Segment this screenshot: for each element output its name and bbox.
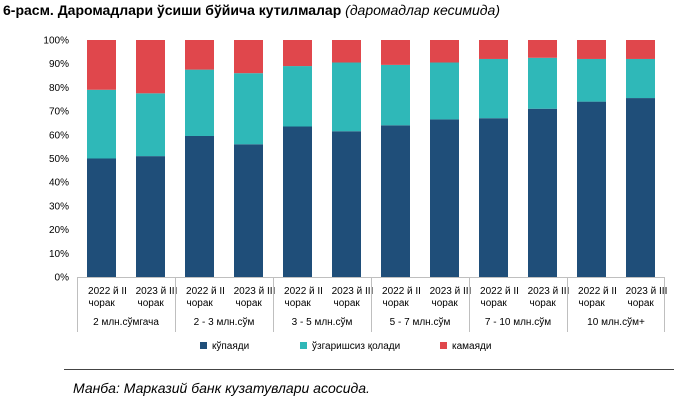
x-tick-label-quarter: чорак xyxy=(236,298,263,309)
y-tick-label: 60% xyxy=(49,130,69,141)
bar-segment-decrease xyxy=(136,40,165,94)
y-tick-label: 10% xyxy=(49,249,69,260)
x-tick-label-period: 2022 й II xyxy=(578,286,617,297)
legend-swatch xyxy=(300,342,307,349)
x-group-label: 7 - 10 млн.сўм xyxy=(485,316,551,328)
bar-segment-increase xyxy=(479,118,508,278)
bar-segment-unchanged xyxy=(234,73,263,145)
x-tick-label-period: 2023 й III xyxy=(332,286,374,297)
x-tick-label-period: 2022 й II xyxy=(382,286,421,297)
bar-segment-increase xyxy=(626,98,655,277)
y-tick-label: 70% xyxy=(49,107,69,118)
x-tick-label-quarter: чорак xyxy=(432,298,459,309)
bar-segment-decrease xyxy=(430,40,459,63)
bar-segment-increase xyxy=(381,125,410,277)
x-group-label: 10 млн.сўм+ xyxy=(587,316,645,328)
bar-segment-decrease xyxy=(87,40,116,90)
bar-segment-unchanged xyxy=(577,58,606,102)
y-tick-label: 20% xyxy=(49,225,69,236)
x-group-label: 2 млн.сўмгача xyxy=(93,316,159,328)
bar-segment-decrease xyxy=(626,40,655,59)
bar-segment-decrease xyxy=(381,40,410,65)
x-group-label: 5 - 7 млн.сўм xyxy=(390,316,451,328)
bar-segment-increase xyxy=(528,108,557,277)
x-tick-label-quarter: чорак xyxy=(628,298,655,309)
x-tick-label-quarter: чорак xyxy=(187,298,214,309)
bar-segment-unchanged xyxy=(332,62,361,132)
bar-segment-increase xyxy=(87,158,116,277)
bar-segment-unchanged xyxy=(87,89,116,159)
x-tick-label-period: 2023 й III xyxy=(626,286,668,297)
x-tick-label-period: 2022 й II xyxy=(480,286,519,297)
bar-segment-unchanged xyxy=(430,62,459,120)
y-tick-label: 90% xyxy=(49,59,69,70)
x-tick-label-period: 2023 й III xyxy=(528,286,570,297)
bar-segment-increase xyxy=(136,156,165,277)
x-group-label: 2 - 3 млн.сўм xyxy=(194,316,255,328)
y-tick-label: 100% xyxy=(43,36,69,47)
x-tick-label-quarter: чорак xyxy=(530,298,557,309)
bar-segment-decrease xyxy=(479,40,508,59)
x-tick-label-period: 2023 й III xyxy=(136,286,178,297)
bar-segment-unchanged xyxy=(136,93,165,157)
x-tick-label-period: 2023 й III xyxy=(430,286,472,297)
bar-segment-unchanged xyxy=(479,58,508,119)
bar-segment-decrease xyxy=(577,40,606,59)
bar-segment-increase xyxy=(185,135,214,277)
bar-segment-unchanged xyxy=(185,69,214,136)
chart-title: 6-расм. Даромадлари ўсиши бўйича кутилма… xyxy=(3,2,500,18)
stacked-bar-chart: 0% 10% 20% 30% 40% 50% 60% 70% 80% 90% 100% 2022 й … xyxy=(43,36,668,353)
x-tick-label-quarter: чорак xyxy=(138,298,165,309)
title-subtitle: (даромадлар кесимида) xyxy=(345,2,500,18)
bar-segment-unchanged xyxy=(528,57,557,109)
source-note: Манба: Марказий банк кузатувлари асосида… xyxy=(73,380,370,396)
title-main: 6-расм. Даромадлари ўсиши бўйича кутилма… xyxy=(3,2,342,18)
bar-segment-decrease xyxy=(528,40,557,58)
y-tick-label: 50% xyxy=(49,154,69,165)
x-tick-label-quarter: чорак xyxy=(579,298,606,309)
y-tick-label: 40% xyxy=(49,178,69,189)
bar-segment-decrease xyxy=(234,40,263,74)
bar-segment-increase xyxy=(283,126,312,277)
legend-swatch xyxy=(440,342,447,349)
bar-segment-unchanged xyxy=(381,64,410,126)
legend-label: кўпаяди xyxy=(212,340,249,352)
x-tick-label-quarter: чорак xyxy=(89,298,116,309)
x-tick-label-period: 2022 й II xyxy=(284,286,323,297)
footer-divider xyxy=(64,369,674,370)
bar-segment-increase xyxy=(430,119,459,278)
x-tick-label-quarter: чорак xyxy=(383,298,410,309)
bar-segment-unchanged xyxy=(283,66,312,127)
bar-segment-decrease xyxy=(283,40,312,67)
x-tick-label-period: 2022 й II xyxy=(88,286,127,297)
x-tick-label-quarter: чорак xyxy=(481,298,508,309)
legend-label: ўзгаришсиз қолади xyxy=(312,340,400,352)
y-tick-label: 0% xyxy=(55,273,70,284)
x-group-label: 3 - 5 млн.сўм xyxy=(292,316,353,328)
x-tick-label-period: 2023 й III xyxy=(234,286,276,297)
legend-label: камаяди xyxy=(452,341,491,352)
bar-segment-increase xyxy=(332,131,361,277)
legend-swatch xyxy=(200,342,207,349)
bar-segment-decrease xyxy=(332,40,361,63)
y-tick-label: 30% xyxy=(49,201,69,212)
x-tick-label-quarter: чорак xyxy=(334,298,361,309)
x-tick-label-quarter: чорак xyxy=(285,298,312,309)
y-tick-label: 80% xyxy=(49,83,69,94)
bar-segment-decrease xyxy=(185,40,214,70)
x-tick-label-period: 2022 й II xyxy=(186,286,225,297)
bar-segment-increase xyxy=(577,101,606,278)
bar-segment-unchanged xyxy=(626,58,655,99)
bar-segment-increase xyxy=(234,144,263,277)
